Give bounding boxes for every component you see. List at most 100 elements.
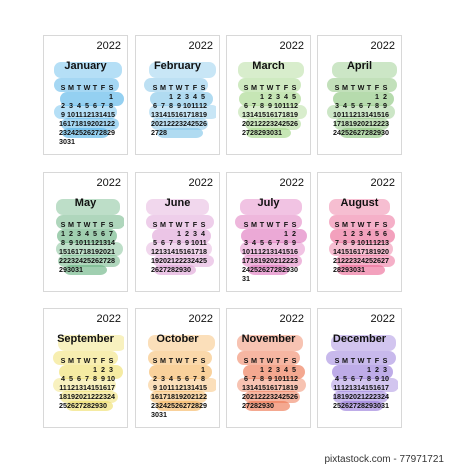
day-number: 1 xyxy=(375,92,379,101)
day-number: 15 xyxy=(175,247,183,256)
day-number: 23 xyxy=(290,256,298,265)
weekday-label: F xyxy=(374,356,380,365)
day-number: 15 xyxy=(199,383,207,392)
weekday-label: W xyxy=(83,220,91,229)
day-number: 26 xyxy=(83,128,91,137)
day-number: 18 xyxy=(199,247,207,256)
day-number: 11 xyxy=(365,238,373,247)
empty-cell xyxy=(151,229,159,238)
month-name: October xyxy=(156,333,199,345)
day-number: 14 xyxy=(167,247,175,256)
weekday-label: M xyxy=(160,220,166,229)
day-number: 11 xyxy=(59,383,67,392)
weekday-label: F xyxy=(192,83,198,92)
day-number: 27 xyxy=(349,401,357,410)
day-number: 28 xyxy=(167,265,175,274)
day-number: 3 xyxy=(335,101,339,110)
day-number: 4 xyxy=(77,101,81,110)
day-number: 28 xyxy=(333,265,341,274)
weekday-label: M xyxy=(251,83,257,92)
day-number: 8 xyxy=(93,374,97,383)
day-number: 16 xyxy=(266,383,274,392)
day-number: 4 xyxy=(284,365,288,374)
empty-cell xyxy=(151,92,159,101)
day-number: 7 xyxy=(161,101,165,110)
day-number: 21 xyxy=(107,247,115,256)
day-number: 19 xyxy=(83,119,91,128)
day-number: 20 xyxy=(242,392,250,401)
day-number: 5 xyxy=(177,374,181,383)
day-number: 17 xyxy=(191,247,199,256)
day-number: 2 xyxy=(351,229,355,238)
day-number: 24 xyxy=(75,256,83,265)
day-number: 21 xyxy=(333,256,341,265)
day-number: 8 xyxy=(284,238,288,247)
empty-cell xyxy=(159,365,167,374)
day-number: 18 xyxy=(167,392,175,401)
empty-cell xyxy=(159,92,167,101)
day-number: 16 xyxy=(151,392,159,401)
day-number: 29 xyxy=(59,265,67,274)
day-number: 6 xyxy=(268,238,272,247)
day-number: 6 xyxy=(244,374,248,383)
day-number: 22 xyxy=(175,256,183,265)
day-number: 30 xyxy=(373,401,381,410)
day-number: 23 xyxy=(349,256,357,265)
empty-cell xyxy=(357,365,365,374)
month-card-june: 2022 June S M T W T F S 1 2 3 4 5 6 7 8 9 10 11 12 13 14 15 16 17… xyxy=(135,172,220,292)
empty-cell xyxy=(167,365,175,374)
empty-cell xyxy=(83,365,91,374)
weekday-label: F xyxy=(283,83,289,92)
weekday-label: S xyxy=(60,220,66,229)
weekday-label: M xyxy=(68,356,74,365)
day-number: 19 xyxy=(373,247,381,256)
day-number: 18 xyxy=(282,110,290,119)
empty-cell xyxy=(91,92,99,101)
year-label: 2022 xyxy=(188,313,213,325)
day-number: 28 xyxy=(250,401,258,410)
day-number: 9 xyxy=(268,374,272,383)
empty-cell xyxy=(274,229,282,238)
day-number: 22 xyxy=(107,119,115,128)
day-number: 5 xyxy=(292,92,296,101)
empty-cell xyxy=(67,365,75,374)
day-number: 20 xyxy=(75,392,83,401)
day-number: 8 xyxy=(169,101,173,110)
day-number: 4 xyxy=(169,374,173,383)
day-number: 16 xyxy=(381,110,389,119)
day-number: 22 xyxy=(59,256,67,265)
day-number: 20 xyxy=(242,119,250,128)
day-number: 13 xyxy=(357,110,365,119)
day-number: 5 xyxy=(292,365,296,374)
day-number: 24 xyxy=(242,265,250,274)
weekday-label: T xyxy=(366,356,372,365)
day-number: 25 xyxy=(333,401,341,410)
day-number: 8 xyxy=(109,101,113,110)
day-number: 9 xyxy=(383,101,387,110)
day-number: 27 xyxy=(381,256,389,265)
day-number: 8 xyxy=(343,238,347,247)
day-number: 7 xyxy=(335,238,339,247)
day-number: 13 xyxy=(91,110,99,119)
day-number: 24 xyxy=(183,119,191,128)
day-number: 22 xyxy=(258,119,266,128)
day-number: 13 xyxy=(349,383,357,392)
year-label: 2022 xyxy=(370,177,395,189)
day-number: 4 xyxy=(335,374,339,383)
day-number: 28 xyxy=(250,128,258,137)
day-number: 3 xyxy=(244,238,248,247)
day-number: 2 xyxy=(69,229,73,238)
day-number: 23 xyxy=(175,119,183,128)
day-number: 17 xyxy=(274,110,282,119)
weekday-label: S xyxy=(334,220,340,229)
weekday-label: T xyxy=(76,356,82,365)
day-number: 5 xyxy=(260,238,264,247)
day-number: 4 xyxy=(193,92,197,101)
day-number: 28 xyxy=(99,128,107,137)
day-number: 28 xyxy=(159,128,167,137)
weekday-label: W xyxy=(357,356,365,365)
day-number: 16 xyxy=(373,383,381,392)
day-number: 26 xyxy=(199,119,207,128)
day-number: 13 xyxy=(381,238,389,247)
day-number: 29 xyxy=(373,128,381,137)
